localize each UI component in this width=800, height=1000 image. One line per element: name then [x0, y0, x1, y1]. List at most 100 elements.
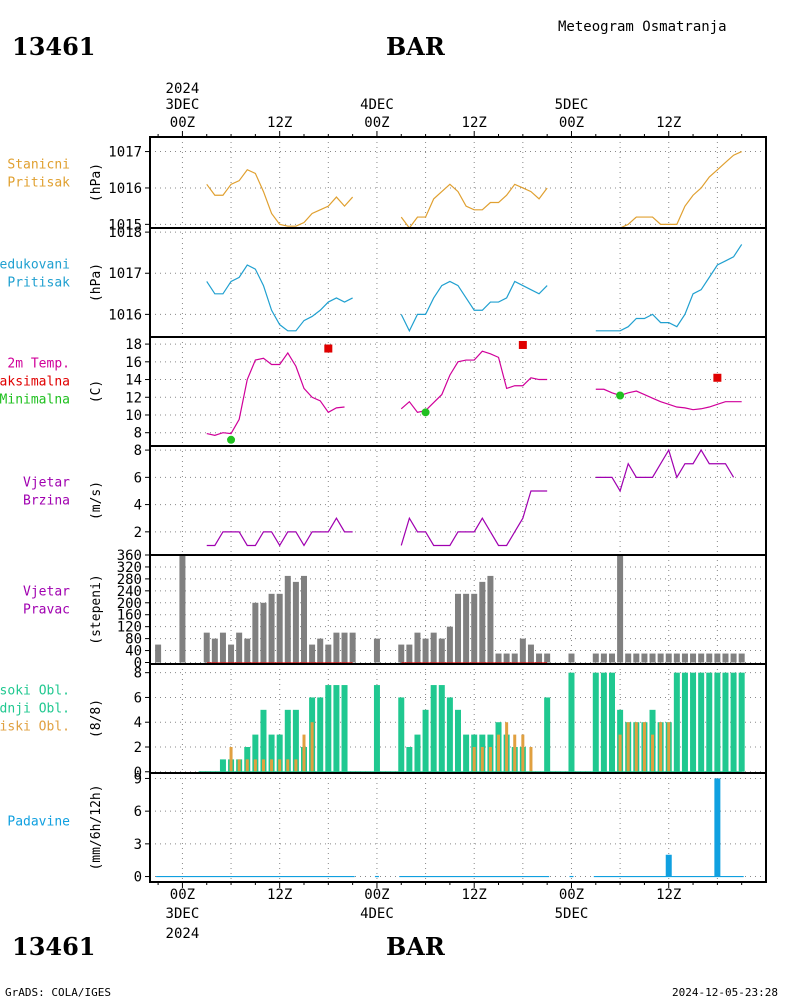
y-tick-label: 200 — [117, 596, 142, 612]
panel-frame — [149, 136, 767, 229]
bottom-axis-label: 12Z — [462, 887, 487, 903]
y-tick-label: 360 — [117, 548, 142, 564]
direction-bar — [398, 644, 405, 663]
panel-p2: 1016 1017 1018 Redukovani Pritisak (hPa) — [0, 225, 767, 338]
high-cloud-bar — [398, 697, 405, 772]
high-cloud-bar — [738, 672, 745, 772]
panel-label: Srednji Obl. — [0, 702, 70, 717]
direction-bar — [276, 593, 283, 663]
y-tick-label: 2 — [134, 525, 142, 541]
bottom-axis-label: 2024 — [166, 926, 200, 942]
high-cloud-bar — [292, 709, 299, 772]
direction-bar — [495, 653, 502, 663]
direction-bar — [511, 653, 518, 663]
low-cloud-bar — [618, 734, 622, 772]
panel-label: Pravac — [23, 603, 70, 618]
bottom-time-axis: 00Z 3DEC 2024 12Z 00Z 4DEC 12Z 00Z 5DEC 12Z — [166, 887, 682, 942]
panel-label: Redukovani — [0, 258, 70, 273]
direction-bar — [155, 644, 162, 663]
direction-bar — [527, 644, 534, 663]
panel-frame — [149, 336, 767, 447]
y-tick-label: 9 — [134, 771, 142, 787]
low-cloud-bar — [505, 722, 509, 772]
y-tick-label: 0 — [134, 870, 142, 886]
low-cloud-bar — [513, 734, 517, 772]
bottom-axis-label: 00Z — [364, 887, 389, 903]
low-cloud-bar — [286, 759, 290, 772]
y-tick-label: 320 — [117, 560, 142, 576]
bottom-axis-label: 5DEC — [555, 906, 589, 922]
direction-bar — [211, 638, 218, 663]
panel-label: Pritisak — [7, 276, 70, 291]
high-cloud-bar — [438, 685, 445, 772]
low-cloud-bar — [667, 722, 671, 772]
panel-p1: 1015 1016 1017 Stanicni Pritisak (hPa) — [7, 136, 767, 233]
min-point — [227, 435, 236, 444]
high-cloud-bar — [284, 709, 291, 772]
y-axis-label: (mm/6h/12h) — [89, 784, 104, 870]
direction-bar — [244, 638, 251, 663]
panel-label: Niski Obl. — [0, 720, 70, 735]
panel-label: Padavine — [7, 815, 70, 830]
direction-bar — [600, 653, 607, 663]
y-tick-label: 280 — [117, 572, 142, 588]
direction-bar — [625, 653, 632, 663]
high-cloud-bar — [406, 746, 413, 772]
top-axis-label: 12Z — [462, 115, 487, 131]
y-tick-label: 8 — [134, 443, 142, 459]
direction-bar — [722, 653, 729, 663]
direction-bar — [463, 593, 470, 663]
station-id-top: 13461 — [12, 32, 96, 61]
low-cloud-bar — [270, 759, 274, 772]
high-cloud-bar — [722, 672, 729, 772]
y-tick-label: 1017 — [108, 266, 142, 282]
low-cloud-bar — [634, 722, 638, 772]
y-tick-label: 3 — [134, 837, 142, 853]
high-cloud-bar — [268, 734, 275, 772]
precip-bar — [714, 778, 721, 877]
direction-bar — [536, 653, 543, 663]
high-cloud-bar — [544, 697, 551, 772]
high-cloud-bar — [219, 759, 226, 772]
series-line — [400, 280, 548, 333]
series-line — [595, 151, 742, 229]
low-cloud-bar — [651, 734, 655, 772]
y-tick-label: 120 — [117, 620, 142, 636]
direction-bar — [268, 593, 275, 663]
direction-bar — [519, 638, 526, 663]
bottom-axis-label: 12Z — [267, 887, 292, 903]
panel-label: 2m Temp. — [7, 357, 70, 372]
direction-bar — [219, 632, 226, 663]
direction-bar — [455, 593, 461, 663]
top-axis-label: 00Z — [364, 115, 389, 131]
direction-bar — [479, 581, 486, 663]
panel-label: Maksimalna — [0, 375, 70, 390]
y-tick-label: 1017 — [108, 145, 142, 161]
series-line — [206, 517, 353, 547]
direction-bar — [730, 653, 737, 663]
y-axis-label: (hPa) — [89, 263, 104, 302]
y-tick-label: 6 — [134, 804, 142, 820]
high-cloud-bar — [446, 697, 453, 772]
subtitle: Meteogram Osmatranja — [558, 19, 727, 35]
y-tick-label: 8 — [134, 666, 142, 682]
high-cloud-bar — [592, 672, 599, 772]
top-axis-label: 5DEC — [555, 97, 589, 113]
top-axis-label: 4DEC — [360, 97, 394, 113]
top-axis-label: 3DEC — [166, 97, 200, 113]
high-cloud-bar — [673, 672, 680, 772]
y-tick-label: 1015 — [108, 217, 142, 233]
high-cloud-bar — [260, 709, 267, 772]
min-point — [421, 408, 430, 417]
panel-label: Visoki Obl. — [0, 684, 70, 699]
direction-bar — [592, 653, 599, 663]
precip-bar — [665, 854, 672, 877]
y-tick-label: 1018 — [108, 225, 142, 241]
low-cloud-bar — [480, 746, 484, 772]
low-cloud-bar — [253, 759, 257, 772]
low-cloud-bar — [229, 746, 233, 772]
high-cloud-bar — [252, 734, 259, 772]
